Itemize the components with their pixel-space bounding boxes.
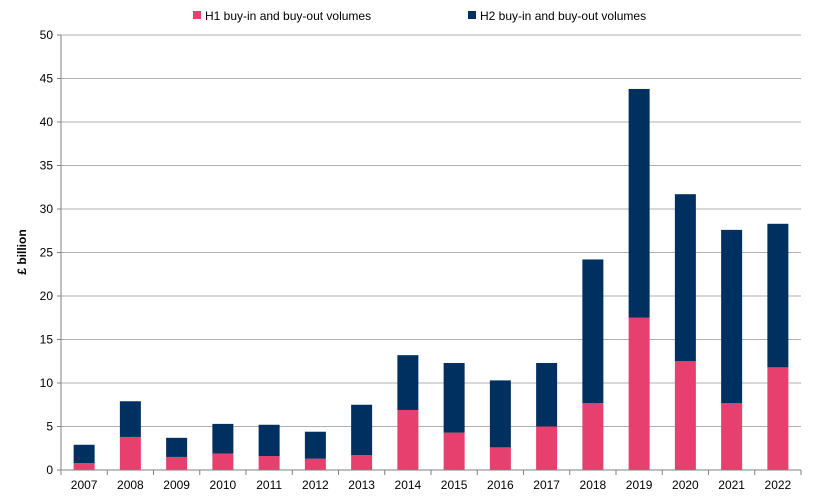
- gridlines: [61, 34, 801, 427]
- axes: [57, 34, 802, 475]
- bar-h2-2018: [582, 259, 604, 404]
- y-tick-label: 20: [40, 289, 54, 303]
- bar-h2-2010: [212, 423, 234, 454]
- bar-h2-2013: [351, 404, 373, 456]
- y-tick-label: 15: [40, 333, 54, 347]
- bar-h2-2019: [628, 88, 650, 318]
- x-tick-label: 2022: [765, 478, 792, 492]
- legend-swatch-h1: [193, 11, 201, 19]
- bar-h2-2011: [258, 424, 280, 457]
- y-tick-label: 40: [40, 115, 54, 129]
- x-tick-label: 2012: [302, 478, 329, 492]
- x-tick-label: 2010: [210, 478, 237, 492]
- bar-h1-2022: [767, 367, 789, 470]
- bar-h1-2008: [119, 436, 141, 470]
- legend-label-h2: H2 buy-in and buy-out volumes: [480, 9, 646, 23]
- bar-h2-2012: [304, 431, 326, 459]
- x-tick-label: 2020: [672, 478, 699, 492]
- bar-h2-2021: [721, 229, 743, 404]
- y-tick-label: 30: [40, 202, 54, 216]
- x-tick-label: 2014: [395, 478, 422, 492]
- x-tick-label: 2008: [117, 478, 144, 492]
- y-tick-label: 0: [46, 463, 53, 477]
- bar-h2-2015: [443, 362, 465, 433]
- bar-h1-2017: [536, 426, 558, 470]
- bar-h2-2016: [489, 380, 511, 448]
- y-axis-label: £ billion: [15, 229, 29, 274]
- bar-h1-2011: [258, 456, 280, 470]
- bars: [73, 88, 789, 470]
- bar-h1-2009: [166, 456, 188, 470]
- x-tick-label: 2013: [348, 478, 375, 492]
- legend-label-h1: H1 buy-in and buy-out volumes: [205, 9, 371, 23]
- bar-h1-2014: [397, 409, 419, 470]
- x-tick-label: 2018: [580, 478, 607, 492]
- x-tick-label: 2017: [533, 478, 560, 492]
- bar-h2-2022: [767, 223, 789, 368]
- bar-h2-2009: [166, 437, 188, 457]
- x-tick-label: 2021: [718, 478, 745, 492]
- y-tick-label: 50: [40, 28, 54, 42]
- x-tick-label: 2019: [626, 478, 653, 492]
- legend-swatch-h2: [468, 11, 476, 19]
- y-tick-label: 10: [40, 376, 54, 390]
- y-tick-label: 5: [46, 420, 53, 434]
- bar-h2-2007: [73, 444, 95, 464]
- bar-h2-2008: [119, 401, 141, 437]
- y-tick-labels: 0 5 10 15 20 25 30 35 40 45 50: [40, 28, 54, 477]
- bar-h2-2017: [536, 362, 558, 427]
- bar-h1-2015: [443, 432, 465, 470]
- bar-h1-2016: [489, 447, 511, 470]
- bar-h1-2020: [674, 361, 696, 470]
- bar-h1-2013: [351, 455, 373, 470]
- bar-h1-2012: [304, 458, 326, 470]
- bar-h1-2018: [582, 403, 604, 470]
- x-tick-label: 2016: [487, 478, 514, 492]
- y-tick-label: 25: [40, 246, 54, 260]
- bar-h1-2019: [628, 317, 650, 470]
- x-tick-label: 2009: [163, 478, 190, 492]
- bar-h1-2021: [721, 403, 743, 470]
- legend: H1 buy-in and buy-out volumes H2 buy-in …: [193, 9, 646, 23]
- x-tick-labels: 2007 2008 2009 2010 2011 2012 2013 2014 2015 2016…: [71, 478, 792, 492]
- x-tick-label: 2015: [441, 478, 468, 492]
- x-tick-label: 2007: [71, 478, 98, 492]
- bar-h2-2014: [397, 355, 419, 410]
- bar-h1-2007: [73, 463, 95, 470]
- y-tick-label: 45: [40, 72, 54, 86]
- x-tick-label: 2011: [256, 478, 282, 492]
- bar-h1-2010: [212, 453, 234, 470]
- y-tick-label: 35: [40, 159, 54, 173]
- bar-h2-2020: [674, 194, 696, 362]
